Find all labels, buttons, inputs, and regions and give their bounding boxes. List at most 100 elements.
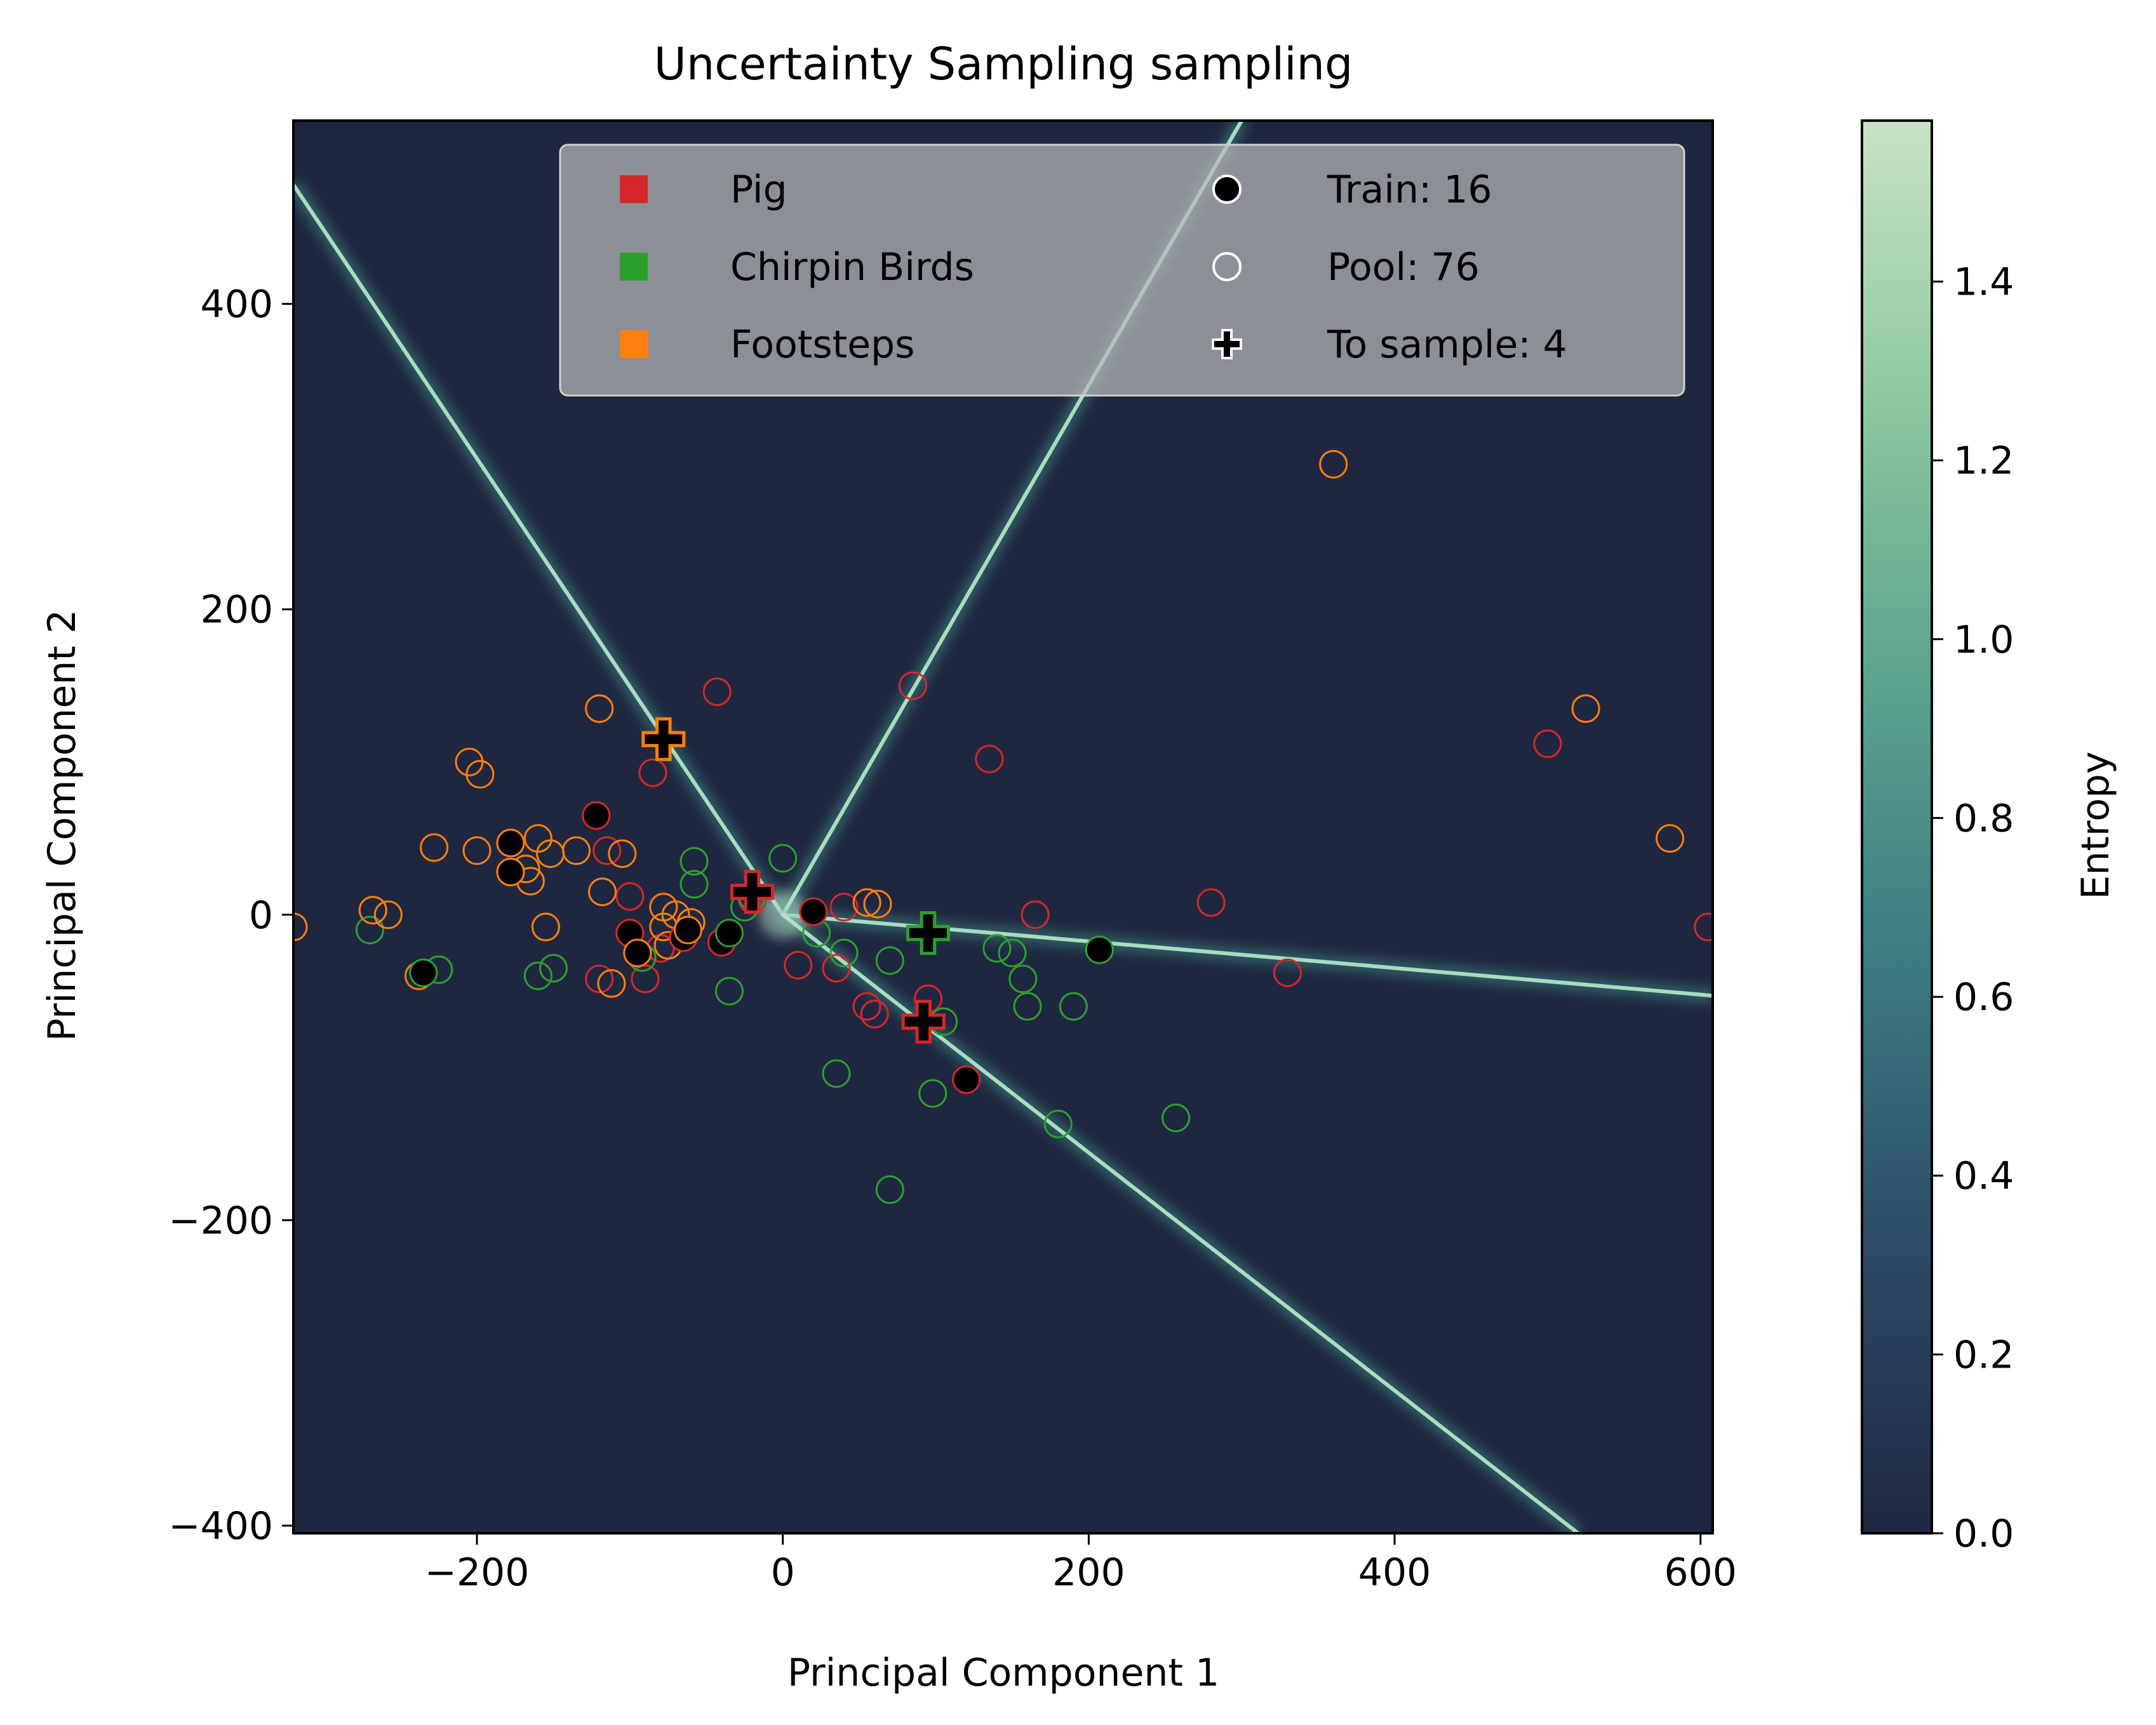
pool-point bbox=[1008, 964, 1038, 994]
pool-point bbox=[829, 938, 859, 968]
pool-point bbox=[1319, 450, 1348, 479]
y-axis-label: Principal Component 2 bbox=[40, 609, 84, 1041]
pool-point bbox=[615, 882, 645, 911]
y-tick-label: −200 bbox=[168, 1199, 273, 1243]
pool-point bbox=[358, 896, 387, 925]
pool-point bbox=[1162, 1103, 1191, 1133]
pool-point bbox=[1021, 900, 1050, 929]
pool-point bbox=[355, 916, 384, 945]
pool-point bbox=[702, 677, 732, 707]
to-sample-point bbox=[730, 870, 775, 914]
legend-set-label: Train: 16 bbox=[1327, 168, 1492, 212]
pool-point bbox=[998, 938, 1027, 968]
train-point bbox=[623, 938, 652, 968]
y-tick-label: 400 bbox=[200, 283, 273, 327]
legend-classes: Pig Chirpin Birds Footsteps bbox=[620, 168, 974, 367]
pool-point bbox=[1694, 912, 1713, 942]
legend-set-label: To sample: 4 bbox=[1327, 323, 1567, 367]
legend-class-label: Chirpin Birds bbox=[730, 245, 974, 290]
pool-point bbox=[593, 836, 622, 865]
pool-point bbox=[918, 1079, 947, 1108]
pool-point bbox=[860, 999, 889, 1029]
pool-point bbox=[462, 836, 492, 865]
train-point bbox=[1085, 935, 1114, 964]
legend-class-swatch bbox=[620, 175, 648, 203]
legend-class-label: Footsteps bbox=[730, 323, 914, 367]
colorbar-label: Entropy bbox=[2073, 751, 2118, 899]
legend-box bbox=[559, 143, 1685, 397]
pool-point bbox=[539, 954, 568, 983]
x-axis-label: Principal Component 1 bbox=[787, 1651, 1219, 1695]
train-point bbox=[582, 801, 611, 830]
pool-point bbox=[852, 992, 881, 1021]
pool-point bbox=[1043, 1109, 1073, 1138]
y-axis: −400 −200 0 200 400 bbox=[168, 283, 293, 1549]
pool-point bbox=[863, 889, 892, 919]
pool-point bbox=[852, 888, 881, 917]
pool-point bbox=[1656, 824, 1685, 853]
to-sample-point bbox=[901, 999, 946, 1044]
train-point bbox=[496, 829, 525, 858]
x-axis: −200 0 200 400 600 bbox=[425, 1533, 1737, 1595]
pool-point bbox=[420, 833, 449, 862]
train-point bbox=[673, 916, 702, 945]
x-tick-label: 600 bbox=[1664, 1550, 1737, 1595]
pool-point bbox=[585, 694, 614, 723]
colorbar-tick-label: 0.8 bbox=[1953, 796, 2014, 841]
train-point bbox=[714, 919, 744, 948]
pool-point bbox=[982, 934, 1012, 963]
train-point bbox=[799, 897, 828, 926]
pool-point bbox=[898, 671, 927, 700]
pool-point bbox=[631, 964, 660, 994]
pool-point bbox=[638, 758, 667, 787]
pool-point bbox=[608, 839, 637, 869]
plot-frame bbox=[292, 119, 1714, 1535]
pool-point bbox=[680, 870, 709, 899]
pool-point bbox=[875, 1175, 904, 1204]
legend-class-swatch bbox=[620, 253, 648, 281]
x-tick-label: 200 bbox=[1052, 1550, 1125, 1595]
train-point bbox=[496, 857, 525, 886]
y-tick-label: 0 bbox=[249, 893, 273, 938]
pool-point bbox=[784, 950, 813, 980]
legend-class-swatch bbox=[620, 330, 648, 358]
pool-point bbox=[293, 912, 308, 942]
pool-point bbox=[714, 976, 744, 1006]
x-tick-label: 400 bbox=[1358, 1550, 1431, 1595]
data-points bbox=[293, 450, 1713, 1204]
pool-point bbox=[523, 824, 552, 853]
pool-point bbox=[822, 1059, 851, 1088]
legend-set-label: Pool: 76 bbox=[1327, 245, 1480, 290]
pool-point bbox=[597, 969, 626, 998]
colorbar-tick-label: 1.0 bbox=[1953, 618, 2014, 662]
colorbar: 0.0 0.2 0.4 0.6 0.8 1.0 1.2 1.4 Entropy bbox=[1861, 119, 2118, 1556]
pool-point bbox=[768, 844, 798, 873]
pool-point bbox=[1013, 992, 1042, 1021]
colorbar-tick-label: 1.4 bbox=[1953, 260, 2014, 304]
boundary-line bbox=[293, 183, 785, 917]
pool-point bbox=[829, 893, 859, 922]
chart-title: Uncertainty Sampling sampling bbox=[654, 38, 1353, 90]
colorbar-tick-label: 1.2 bbox=[1953, 439, 2014, 483]
boundary-center-glow bbox=[758, 890, 807, 939]
train-point bbox=[952, 1065, 981, 1095]
colorbar-tick-label: 0.2 bbox=[1953, 1333, 2014, 1377]
pool-point bbox=[1059, 992, 1088, 1021]
y-tick-label: −400 bbox=[168, 1504, 273, 1549]
pool-point bbox=[523, 961, 552, 990]
pool-point bbox=[1196, 888, 1226, 917]
legend-pool-marker bbox=[1212, 252, 1242, 281]
pool-point bbox=[562, 836, 591, 865]
colorbar-gradient bbox=[1861, 119, 1933, 1535]
pool-point bbox=[531, 912, 560, 942]
pool-point bbox=[1571, 694, 1600, 723]
train-point bbox=[409, 958, 438, 987]
pool-point bbox=[680, 847, 709, 876]
pool-point bbox=[373, 900, 403, 929]
legend-to-sample-marker bbox=[1212, 329, 1242, 359]
x-tick-label: 0 bbox=[771, 1550, 795, 1595]
y-tick-label: 200 bbox=[200, 588, 273, 632]
colorbar-ticks: 0.0 0.2 0.4 0.6 0.8 1.0 1.2 1.4 bbox=[1932, 260, 2014, 1556]
pool-point bbox=[1533, 729, 1562, 758]
